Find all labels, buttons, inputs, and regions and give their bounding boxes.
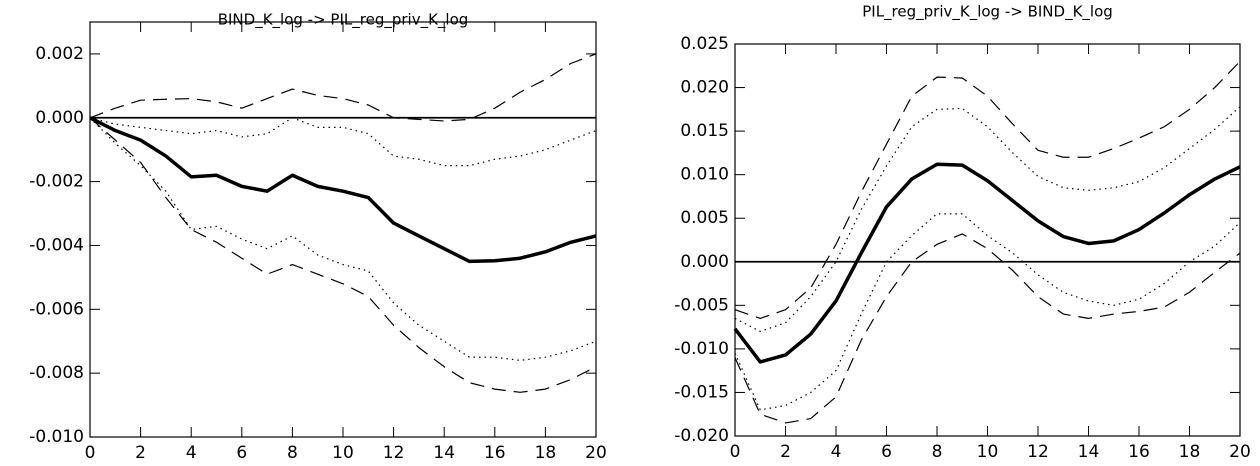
x-tick-label: 16 [1128,442,1150,462]
x-tick-label: 10 [977,442,999,462]
series-line [89,117,597,361]
y-tick-label: -0.010 [29,427,84,447]
x-tick-label: 4 [831,442,842,462]
y-tick-label: 0.020 [680,78,729,98]
series-line [89,117,597,393]
y-tick-label: -0.010 [674,339,729,359]
series-line [734,61,1241,319]
x-tick-label: 16 [484,443,506,463]
y-tick-label: 0.015 [680,121,729,141]
x-tick-label: 10 [332,443,354,463]
x-tick-label: 6 [881,442,892,462]
x-tick-label: 8 [932,442,943,462]
x-tick-label: 2 [780,442,791,462]
x-tick-label: 14 [1078,442,1100,462]
y-tick-label: 0.005 [680,208,729,228]
plot-frame [89,21,597,438]
y-tick-label: -0.005 [674,295,729,315]
y-tick-label: -0.020 [674,426,729,446]
chart-title: BIND_K_log -> PIL_reg_priv_K_log [218,11,469,30]
series-line [734,213,1241,411]
x-tick-label: 18 [1179,442,1201,462]
x-tick-label: 6 [236,443,247,463]
y-tick-label: 0.025 [680,34,729,54]
x-tick-label: 2 [135,443,146,463]
chart-title: PIL_reg_priv_K_log -> BIND_K_log [862,3,1113,22]
x-tick-label: 14 [433,443,455,463]
y-tick-label: 0.000 [680,252,729,272]
y-tick-label: 0.010 [680,165,729,185]
x-tick-label: 18 [535,443,557,463]
x-tick-label: 8 [287,443,298,463]
x-tick-label: 12 [383,443,405,463]
x-tick-label: 20 [585,443,607,463]
y-tick-label: -0.004 [29,235,84,255]
y-tick-label: 0.002 [35,44,84,64]
series-line [734,106,1241,333]
y-tick-label: 0.000 [35,108,84,128]
series-line [89,53,597,122]
series-line [733,162,1241,364]
series-line [89,116,597,264]
x-tick-label: 0 [85,443,96,463]
y-tick-label: -0.008 [29,363,84,383]
y-tick-label: -0.002 [29,172,84,192]
x-tick-label: 20 [1229,442,1251,462]
series-line [89,117,597,167]
x-tick-label: 12 [1027,442,1049,462]
x-tick-label: 4 [186,443,197,463]
y-tick-label: -0.006 [29,299,84,319]
y-tick-label: -0.015 [674,382,729,402]
x-tick-label: 0 [730,442,741,462]
plot-frame [734,43,1241,437]
series-line [734,233,1241,424]
